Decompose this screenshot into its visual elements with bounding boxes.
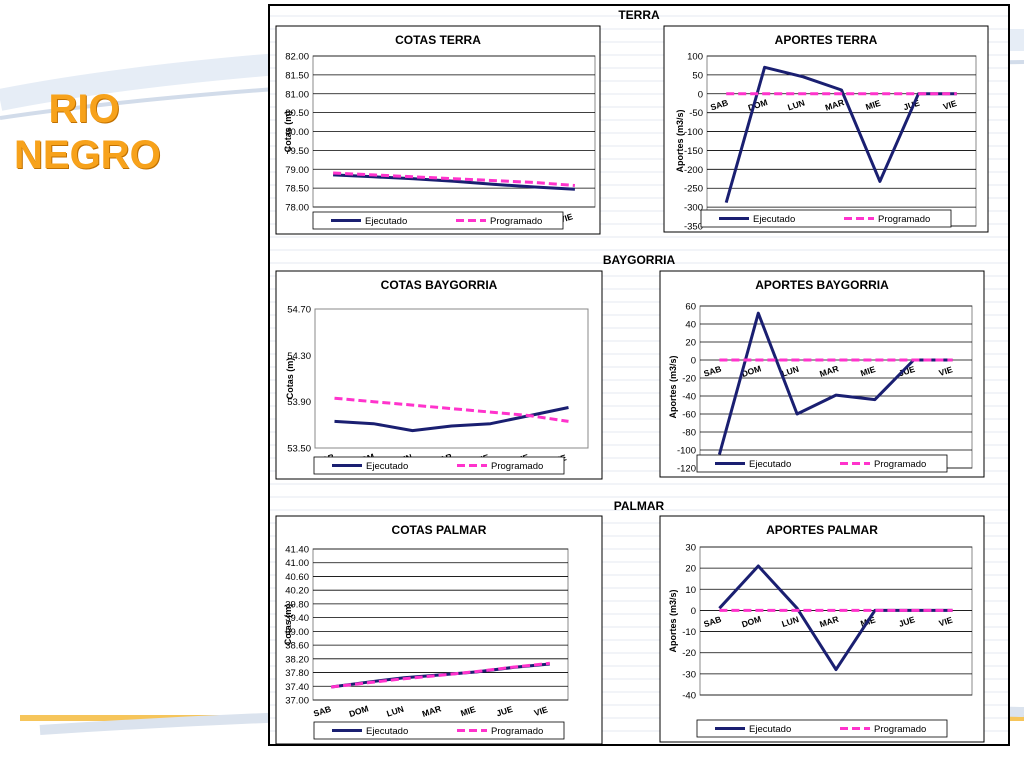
y-tick-label: 78.50 <box>285 184 309 195</box>
reservoir-report-panel: TERRA BAYGORRIA PALMAR COTAS TERRA 78.00 78.5… <box>268 4 1010 746</box>
plot-area <box>700 306 972 468</box>
section-label-baygorria: BAYGORRIA <box>603 253 676 267</box>
y-tick-label: 30 <box>685 543 696 554</box>
y-tick-label: 20 <box>685 338 696 349</box>
legend-label-programado: Programado <box>491 461 543 472</box>
y-axis-label: Cotas (m) <box>283 111 293 153</box>
y-tick-label: 37.80 <box>285 668 309 679</box>
legend-label-ejecutado: Ejecutado <box>366 726 408 737</box>
slide-title-line1: RIO <box>14 86 154 132</box>
y-tick-label: 81.00 <box>285 89 309 100</box>
chart-title: APORTES TERRA <box>775 33 878 47</box>
y-axis-label: Aportes (m3/s) <box>668 589 678 652</box>
y-tick-label: 79.00 <box>285 165 309 176</box>
y-tick-label: -100 <box>684 127 703 138</box>
chart-3: APORTES BAYGORRIA -120 -100 -80 -60 -40 -20 0 20… <box>660 271 984 477</box>
y-tick-label: -20 <box>682 648 696 659</box>
legend-label-ejecutado: Ejecutado <box>365 216 407 227</box>
chart-title: APORTES PALMAR <box>766 523 878 537</box>
y-tick-label: -40 <box>682 392 696 403</box>
section-label-terra: TERRA <box>618 8 660 22</box>
y-tick-label: -120 <box>677 464 696 475</box>
y-tick-label: -50 <box>689 108 703 119</box>
y-tick-label: -80 <box>682 428 696 439</box>
y-tick-label: -30 <box>682 669 696 680</box>
legend-label-programado: Programado <box>878 214 930 225</box>
chart-title: COTAS PALMAR <box>392 523 487 537</box>
y-tick-label: 37.40 <box>285 682 309 693</box>
y-tick-label: 78.00 <box>285 203 309 214</box>
y-tick-label: 53.50 <box>287 444 311 455</box>
y-tick-label: 81.50 <box>285 70 309 81</box>
y-tick-label: -250 <box>684 184 703 195</box>
y-axis-label: Cotas (m) <box>285 358 295 400</box>
y-tick-label: 10 <box>685 585 696 596</box>
y-tick-label: 40.20 <box>285 586 309 597</box>
y-tick-label: 60 <box>685 302 696 313</box>
legend-label-programado: Programado <box>490 216 542 227</box>
y-tick-label: -100 <box>677 446 696 457</box>
y-tick-label: 50 <box>692 70 703 81</box>
y-tick-label: -350 <box>684 222 703 233</box>
y-tick-label: -300 <box>684 203 703 214</box>
legend-label-ejecutado: Ejecutado <box>749 724 791 735</box>
slide-title: RIO NEGRO <box>14 86 154 178</box>
y-tick-label: 0 <box>691 356 696 367</box>
y-tick-label: 37.00 <box>285 696 309 707</box>
chart-1: APORTES TERRA -350 -300 -250 -200 -150 -100 -50… <box>664 26 988 233</box>
plot-area <box>707 56 976 226</box>
y-tick-label: -150 <box>684 146 703 157</box>
y-tick-label: -60 <box>682 410 696 421</box>
y-tick-label: 54.70 <box>287 305 311 316</box>
chart-0: COTAS TERRA 78.00 78.50 79.00 79.50 80.00 80.5… <box>276 26 600 234</box>
y-tick-label: -200 <box>684 165 703 176</box>
y-tick-label: 0 <box>698 89 703 100</box>
chart-title: COTAS BAYGORRIA <box>381 278 498 292</box>
y-tick-label: 41.40 <box>285 545 309 556</box>
legend-label-ejecutado: Ejecutado <box>366 461 408 472</box>
y-tick-label: 40 <box>685 320 696 331</box>
y-tick-label: 100 <box>687 52 703 63</box>
chart-title: COTAS TERRA <box>395 33 481 47</box>
legend-label-programado: Programado <box>874 459 926 470</box>
legend-label-programado: Programado <box>874 724 926 735</box>
y-tick-label: 41.00 <box>285 558 309 569</box>
y-tick-label: 82.00 <box>285 52 309 63</box>
chart-5: APORTES PALMAR -40 -30 -20 -10 0 10 20 30 Aportes… <box>660 516 984 742</box>
chart-title: APORTES BAYGORRIA <box>755 278 889 292</box>
y-tick-label: -20 <box>682 374 696 385</box>
y-tick-label: -40 <box>682 691 696 702</box>
legend-label-ejecutado: Ejecutado <box>753 214 795 225</box>
y-tick-label: -10 <box>682 627 696 638</box>
plot-area <box>313 549 568 700</box>
slide-title-line2: NEGRO <box>14 132 154 178</box>
y-tick-label: 0 <box>691 606 696 617</box>
legend-label-programado: Programado <box>491 726 543 737</box>
legend-label-ejecutado: Ejecutado <box>749 459 791 470</box>
y-axis-label: Aportes (m3/s) <box>668 355 678 418</box>
chart-4: COTAS PALMAR 37.00 37.40 37.80 38.20 38.60 39.… <box>276 516 602 744</box>
y-tick-label: 40.60 <box>285 572 309 583</box>
charts-canvas: TERRA BAYGORRIA PALMAR COTAS TERRA 78.00 78.5… <box>270 6 1008 744</box>
y-axis-label: Cotas (m) <box>283 604 293 646</box>
y-axis-label: Aportes (m3/s) <box>675 109 685 172</box>
section-label-palmar: PALMAR <box>614 499 665 513</box>
chart-2: COTAS BAYGORRIA 53.50 53.90 54.30 54.70 Cotas… <box>276 271 602 479</box>
y-tick-label: 38.20 <box>285 654 309 665</box>
y-tick-label: 20 <box>685 564 696 575</box>
